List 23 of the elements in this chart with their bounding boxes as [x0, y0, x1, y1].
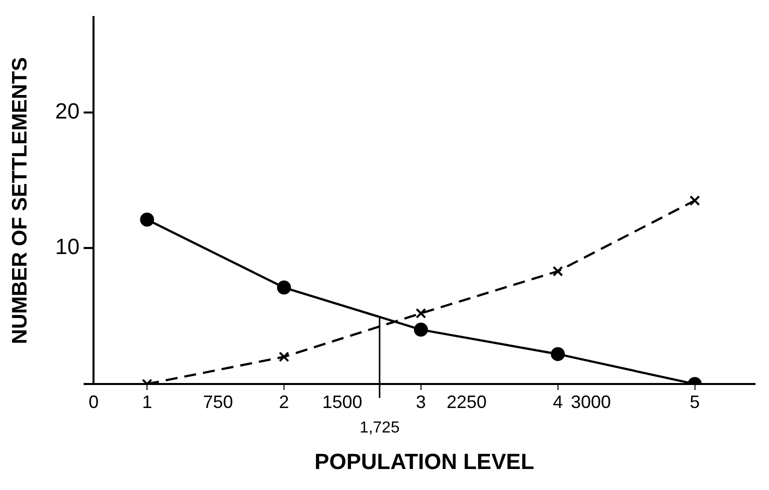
- x-tick-label: 1: [142, 392, 152, 412]
- x2-tick-label: 1500: [322, 392, 362, 412]
- point: [416, 308, 426, 319]
- y-axis-title: NUMBER OF SETTLEMENTS: [8, 57, 32, 344]
- ref-line-label: 1,725: [360, 419, 400, 436]
- x2-tick-label: 750: [202, 392, 234, 412]
- x2-tick-label: 2250: [446, 392, 487, 412]
- y-tick-label: 10: [55, 234, 80, 260]
- point: [552, 266, 564, 276]
- x-axis-title: POPULATION LEVEL: [314, 448, 534, 474]
- point: [140, 212, 154, 227]
- point: [550, 347, 565, 362]
- x-tick-label: 2: [278, 392, 289, 412]
- x2-tick-label: 3000: [570, 392, 611, 412]
- point: [278, 352, 290, 362]
- point: [414, 322, 428, 337]
- point: [276, 280, 291, 295]
- y-tick-label: 20: [55, 98, 80, 124]
- x-tick-label: 4: [552, 392, 563, 412]
- point: [690, 195, 700, 206]
- x-tick-label: 3: [416, 392, 426, 412]
- x-tick-label: 5: [690, 392, 700, 412]
- x2-tick-label: 0: [88, 392, 99, 412]
